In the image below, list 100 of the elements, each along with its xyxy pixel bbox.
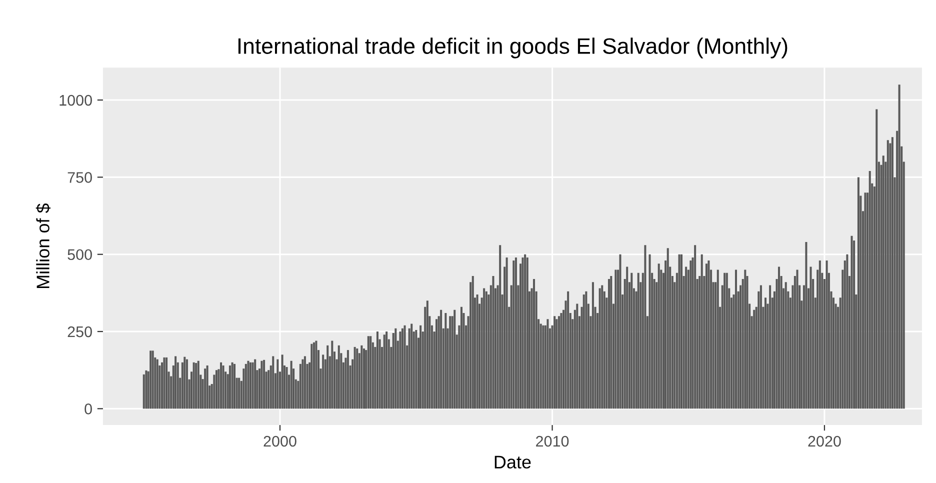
bar bbox=[744, 270, 746, 409]
bar bbox=[598, 288, 601, 409]
bar bbox=[724, 272, 726, 409]
bar bbox=[760, 285, 762, 409]
bar bbox=[522, 257, 524, 409]
bar bbox=[440, 310, 442, 409]
bar bbox=[156, 359, 158, 409]
bar bbox=[281, 354, 284, 409]
bar bbox=[399, 332, 402, 409]
bar bbox=[514, 257, 517, 409]
bar bbox=[356, 348, 358, 409]
bar bbox=[700, 254, 703, 409]
bar bbox=[805, 242, 808, 409]
bar bbox=[532, 279, 536, 409]
bar bbox=[524, 254, 526, 409]
bar bbox=[637, 272, 640, 409]
bar bbox=[197, 360, 200, 409]
bar bbox=[898, 84, 900, 409]
bar bbox=[272, 356, 274, 409]
bar bbox=[705, 264, 708, 409]
bar bbox=[626, 266, 628, 409]
bar bbox=[506, 257, 508, 409]
bar bbox=[644, 245, 646, 409]
bar bbox=[436, 319, 438, 409]
bar bbox=[290, 360, 292, 409]
bar bbox=[610, 276, 612, 409]
bar bbox=[778, 266, 780, 409]
bar bbox=[310, 344, 313, 409]
bar bbox=[608, 279, 610, 409]
bar bbox=[401, 328, 404, 409]
bar bbox=[857, 177, 860, 409]
bar bbox=[680, 254, 683, 409]
bar bbox=[215, 370, 218, 409]
bar bbox=[362, 348, 365, 409]
bar bbox=[322, 354, 324, 409]
bar bbox=[476, 294, 478, 409]
bar bbox=[315, 340, 318, 409]
bar bbox=[206, 365, 208, 409]
bar bbox=[231, 362, 234, 409]
bar bbox=[174, 356, 177, 409]
bar bbox=[222, 365, 224, 409]
bar bbox=[734, 270, 737, 409]
bar bbox=[302, 359, 304, 409]
bar bbox=[276, 359, 279, 409]
bar bbox=[826, 260, 828, 409]
bar bbox=[304, 356, 306, 409]
bar bbox=[678, 254, 680, 409]
bar bbox=[346, 350, 349, 409]
bar bbox=[658, 264, 660, 409]
bar bbox=[601, 285, 604, 409]
bar bbox=[410, 324, 413, 409]
bar bbox=[868, 171, 871, 409]
bar bbox=[420, 325, 422, 409]
bar bbox=[249, 362, 252, 409]
bar bbox=[891, 137, 894, 409]
bar bbox=[558, 316, 560, 409]
bar bbox=[685, 266, 688, 409]
bar bbox=[195, 363, 198, 409]
bar bbox=[485, 291, 488, 409]
y-tick-label: 500 bbox=[68, 249, 92, 260]
bar bbox=[472, 276, 474, 409]
bar bbox=[338, 345, 340, 409]
bar bbox=[163, 357, 166, 409]
bar bbox=[228, 365, 231, 409]
bar bbox=[585, 291, 588, 409]
bar bbox=[846, 254, 848, 409]
bar bbox=[619, 254, 622, 409]
bar bbox=[764, 298, 767, 409]
bar bbox=[286, 367, 288, 409]
bar bbox=[152, 350, 154, 409]
x-tick-label: 2020 bbox=[808, 436, 841, 447]
bar bbox=[796, 270, 798, 409]
bar bbox=[254, 359, 256, 409]
bar bbox=[444, 313, 447, 409]
bar bbox=[383, 334, 386, 409]
bar bbox=[360, 345, 363, 409]
bar bbox=[415, 330, 418, 409]
bar bbox=[690, 260, 692, 409]
bar bbox=[370, 336, 372, 409]
bar bbox=[753, 310, 756, 409]
bar bbox=[582, 294, 585, 409]
bar bbox=[886, 140, 889, 409]
bar bbox=[354, 346, 356, 409]
y-tick-label: 250 bbox=[68, 326, 92, 338]
bar bbox=[244, 364, 247, 409]
bar bbox=[142, 374, 145, 409]
bar bbox=[331, 340, 334, 409]
bar bbox=[630, 272, 633, 409]
bar bbox=[556, 319, 558, 409]
bar bbox=[186, 359, 188, 409]
bar bbox=[460, 306, 462, 409]
y-tick-label: 0 bbox=[84, 404, 92, 414]
bar bbox=[150, 350, 152, 409]
bar bbox=[326, 345, 329, 409]
bar bbox=[546, 319, 549, 409]
bar bbox=[810, 266, 812, 409]
bar bbox=[592, 282, 594, 409]
bar bbox=[716, 270, 719, 409]
bar bbox=[818, 260, 821, 409]
bar bbox=[769, 285, 772, 409]
